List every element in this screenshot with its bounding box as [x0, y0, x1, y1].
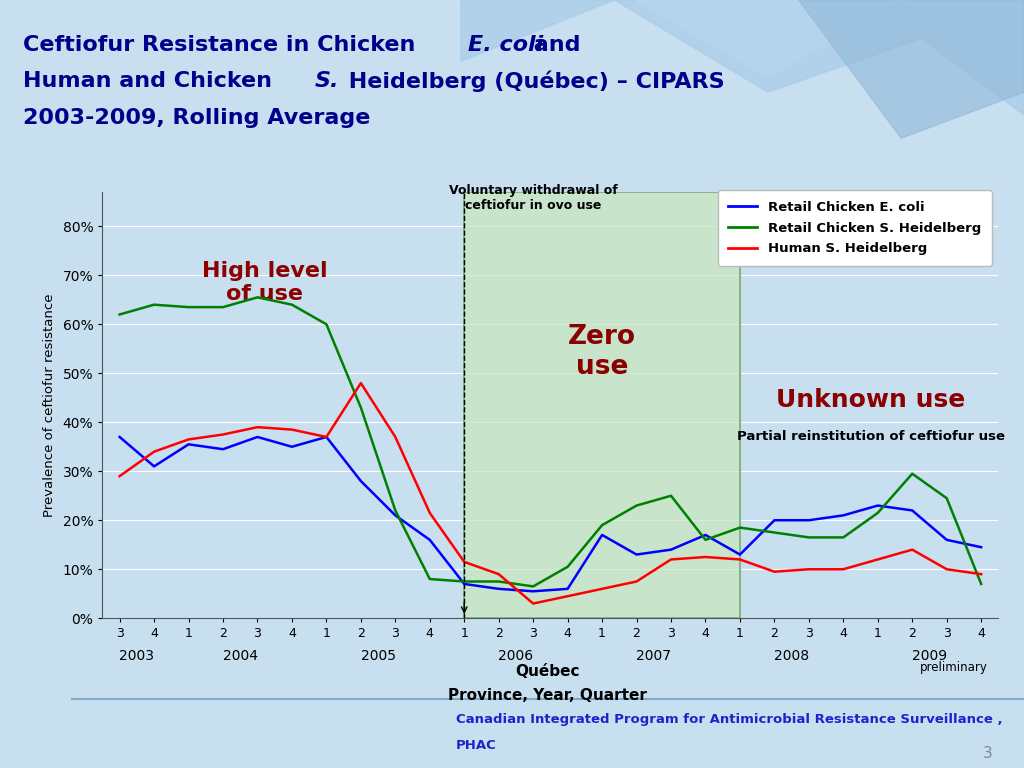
Text: Human and Chicken: Human and Chicken: [23, 71, 280, 91]
Y-axis label: Prevalence of ceftiofur resistance: Prevalence of ceftiofur resistance: [43, 293, 55, 517]
Text: PHAC: PHAC: [456, 739, 497, 752]
Text: E. coli: E. coli: [468, 35, 543, 55]
Text: 2003-2009, Rolling Average: 2003-2009, Rolling Average: [23, 108, 370, 127]
Text: Partial reinstitution of ceftiofur use: Partial reinstitution of ceftiofur use: [737, 429, 1005, 442]
Text: Voluntary withdrawal of
ceftiofur in ovo use: Voluntary withdrawal of ceftiofur in ovo…: [449, 184, 617, 212]
Polygon shape: [461, 0, 1024, 115]
Text: 2009: 2009: [912, 649, 947, 663]
Text: 2004: 2004: [223, 649, 258, 663]
Text: preliminary: preliminary: [920, 660, 987, 674]
Text: and: and: [526, 35, 581, 55]
Text: Zero
use: Zero use: [568, 324, 636, 380]
Polygon shape: [635, 0, 1024, 77]
Text: High level
of use: High level of use: [202, 260, 328, 304]
Text: Québec: Québec: [516, 664, 580, 680]
Text: 2006: 2006: [499, 649, 534, 663]
Polygon shape: [799, 0, 1024, 138]
Text: S.: S.: [314, 71, 339, 91]
Text: Unknown use: Unknown use: [776, 388, 966, 412]
Text: 2007: 2007: [636, 649, 672, 663]
Text: Heidelberg (Québec) – CIPARS: Heidelberg (Québec) – CIPARS: [341, 71, 725, 92]
Bar: [464, 192, 740, 618]
Text: 2005: 2005: [360, 649, 395, 663]
Text: Province, Year, Quarter: Province, Year, Quarter: [449, 688, 647, 703]
Text: 3: 3: [983, 746, 993, 762]
Text: Ceftiofur Resistance in Chicken: Ceftiofur Resistance in Chicken: [23, 35, 423, 55]
Text: 2008: 2008: [774, 649, 809, 663]
Legend: Retail Chicken E. coli, Retail Chicken S. Heidelberg, Human S. Heidelberg: Retail Chicken E. coli, Retail Chicken S…: [718, 190, 992, 266]
Text: 2003: 2003: [120, 649, 155, 663]
Text: Canadian Integrated Program for Antimicrobial Resistance Surveillance ,: Canadian Integrated Program for Antimicr…: [456, 713, 1002, 726]
Bar: [464, 192, 740, 618]
